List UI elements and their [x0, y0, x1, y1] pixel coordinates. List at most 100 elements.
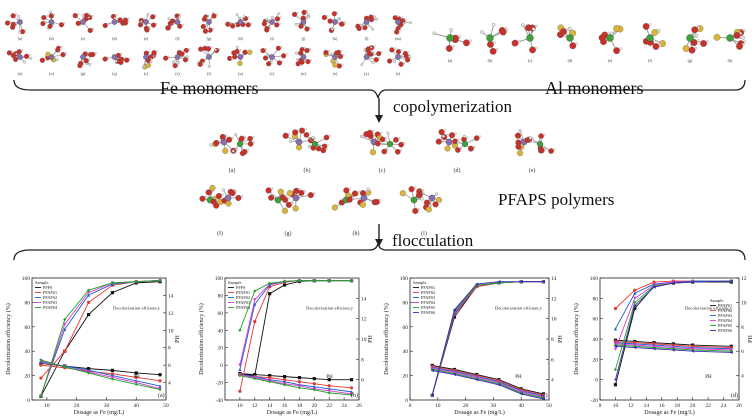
- data-point-ph: [86, 371, 91, 375]
- legend-entry: PFAPS6: [421, 310, 435, 315]
- molecule: [514, 128, 534, 157]
- y2-axis-label: PH: [175, 334, 181, 342]
- molecule-letter: (c): [528, 58, 533, 63]
- molecule: [323, 49, 345, 69]
- data-point-efficiency: [613, 383, 618, 387]
- legend-entry: PFAPS4: [43, 305, 58, 310]
- series-line-efficiency: [239, 280, 352, 331]
- legend-entry: PFAPS2: [718, 308, 732, 313]
- data-point-ph: [327, 391, 331, 395]
- y-tick-label: 100: [215, 276, 224, 282]
- chart-c: 0 10 20 30 40 50 0 20 40 60 80 100 4 6 8 10 12 14 Dosage a…: [383, 276, 564, 416]
- data-point-ph: [327, 378, 331, 382]
- series-line-ph: [239, 373, 352, 381]
- annotation-ph: PH: [515, 375, 522, 380]
- chart-d: 8 10 12 14 16 18 20 22 24 26 -20 0 20 40 60 80 100 4 6 8 10 1…: [573, 276, 754, 416]
- x-tick-label: 10: [237, 403, 243, 409]
- data-point-efficiency: [268, 292, 272, 296]
- molecule-letter: (o): [49, 71, 54, 76]
- molecule: [137, 12, 158, 33]
- y-tick-label: 20: [593, 357, 599, 363]
- molecule: [261, 12, 282, 33]
- data-point-ph: [691, 349, 695, 353]
- y2-tick-label: 10: [551, 317, 557, 323]
- molecule: [163, 47, 191, 69]
- data-point-efficiency: [253, 289, 257, 293]
- molecule: [374, 131, 406, 155]
- molecule: [435, 129, 458, 152]
- series-line-ph: [432, 368, 544, 398]
- data-point-ph: [430, 368, 434, 373]
- x-tick-label: 10: [44, 403, 50, 409]
- x-tick-label: 50: [546, 403, 552, 409]
- molecule: [40, 10, 66, 30]
- data-point-efficiency: [613, 347, 618, 351]
- annotation-efficiency: Decolorization efficiency: [113, 306, 160, 311]
- y-tick-label: 40: [25, 349, 31, 355]
- data-point-efficiency: [86, 293, 91, 297]
- series-line-ph: [239, 374, 352, 395]
- x-tick-label: 30: [104, 403, 110, 409]
- molecule: [285, 187, 316, 212]
- series-line-efficiency: [615, 280, 732, 330]
- series-line-efficiency: [239, 280, 352, 366]
- data-point-efficiency: [691, 280, 695, 284]
- molecule: [452, 134, 481, 153]
- y-tick-label: 0: [595, 378, 598, 384]
- data-point-ph: [297, 376, 302, 380]
- y2-axis-label: PH: [368, 334, 374, 342]
- molecule: [225, 13, 253, 29]
- y2-tick-label: 6: [551, 357, 554, 363]
- data-point-efficiency: [238, 363, 242, 367]
- arrow-down-icon: [375, 98, 383, 123]
- data-point-efficiency: [671, 281, 675, 285]
- data-point-efficiency: [238, 389, 242, 393]
- molecule-letter: (x): [333, 71, 338, 76]
- molecule-letter: (f): [176, 36, 181, 41]
- y2-tick-label: 8: [551, 337, 554, 343]
- panel-tag: (a): [158, 392, 165, 399]
- data-point-efficiency: [613, 306, 618, 311]
- legend-entry: PFAPS3: [421, 295, 435, 300]
- molecule: [480, 22, 509, 55]
- y-tick-label: 20: [403, 374, 409, 380]
- x-tick-label: 18: [674, 403, 680, 409]
- data-point-ph: [158, 379, 162, 383]
- molecule-letter: (n): [18, 71, 23, 76]
- y-tick-label: 100: [590, 276, 599, 282]
- legend-entry: PFAPS4: [236, 305, 251, 310]
- pfaps-polymers-grid: (a) (b) (c) (d) (e) (f) (g) (h) (i): [199, 127, 556, 237]
- data-point-efficiency: [729, 279, 733, 283]
- molecule-letter: (i): [421, 230, 427, 237]
- series-line-ph: [615, 345, 732, 353]
- x-axis-label: Dosage as Fe (mg/L): [644, 409, 695, 416]
- molecule-letter: (g): [688, 58, 693, 63]
- molecule-letter: (f): [217, 230, 223, 237]
- x-tick-label: 8: [599, 403, 602, 409]
- legend-title: Sample: [35, 280, 49, 285]
- data-point-ph: [297, 384, 302, 388]
- y-tick-label: 0: [27, 398, 30, 404]
- molecule-letter: (r): [144, 71, 149, 76]
- molecule: [346, 187, 382, 208]
- molecule-letter: (d): [568, 58, 573, 63]
- data-point-efficiency: [63, 327, 67, 331]
- legend-entry: PFAPS5: [421, 305, 435, 310]
- data-point-efficiency: [497, 280, 501, 284]
- y2-tick-label: 6: [741, 349, 744, 355]
- molecule-letter: (a): [448, 58, 453, 63]
- data-point-efficiency: [253, 298, 257, 302]
- x-axis-label: Dosage as Fe (mg/L): [74, 409, 125, 416]
- x-axis-label: Dosage as Fe (mg/L): [267, 409, 318, 416]
- data-point-efficiency: [633, 296, 637, 300]
- legend-entry: PFPS: [236, 285, 246, 290]
- molecule: [265, 187, 290, 214]
- data-point-ph: [282, 383, 287, 387]
- molecule-letter: (h): [353, 230, 360, 237]
- molecule: [392, 15, 412, 35]
- data-point-ph: [312, 382, 316, 386]
- series-line-ph: [40, 359, 161, 390]
- series-line-efficiency: [40, 279, 161, 397]
- data-point-ph: [327, 384, 331, 388]
- data-point-ph: [633, 345, 637, 350]
